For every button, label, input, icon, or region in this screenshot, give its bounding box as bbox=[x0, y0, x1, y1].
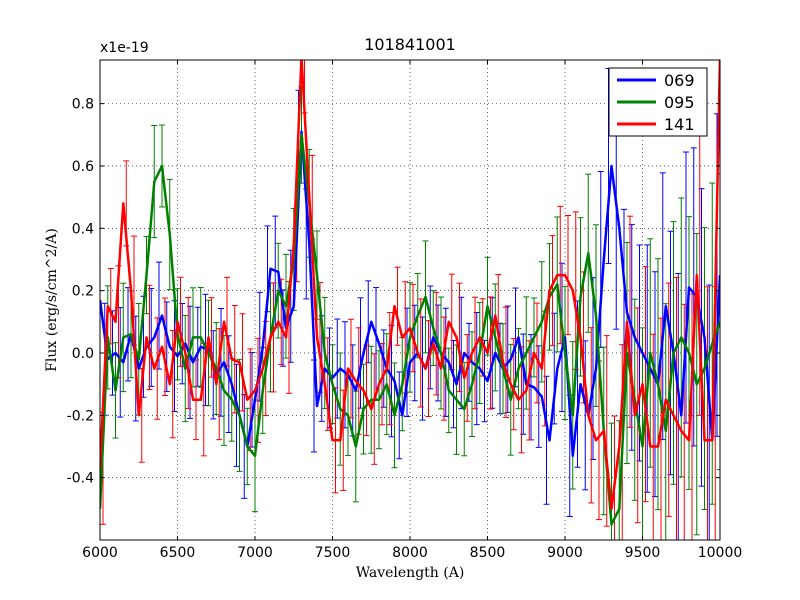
x-tick-label: 9000 bbox=[547, 545, 583, 561]
x-tick-label: 10000 bbox=[698, 545, 743, 561]
y-tick-label: 0.4 bbox=[72, 221, 94, 237]
y-tick-label: 0.6 bbox=[72, 159, 94, 175]
y-tick-label: 0.8 bbox=[72, 97, 94, 113]
x-axis-ticks: 6000 6500 7000 7500 8000 8500 9000 9500 10000 bbox=[82, 60, 742, 561]
y-tick-label: 0.0 bbox=[72, 346, 94, 362]
x-tick-label: 7500 bbox=[315, 545, 351, 561]
y-tick-label: 0.2 bbox=[72, 284, 94, 300]
legend-label-095: 095 bbox=[664, 93, 695, 112]
x-tick-label: 7000 bbox=[237, 545, 273, 561]
y-tick-label: -0.4 bbox=[67, 471, 94, 487]
y-axis-ticks: -0.4 -0.2 0.0 0.2 0.4 0.6 0.8 bbox=[67, 97, 720, 487]
error-bars bbox=[100, 60, 720, 540]
legend-label-141: 141 bbox=[664, 115, 695, 134]
series-line-095 bbox=[100, 133, 720, 526]
data-series bbox=[100, 60, 720, 526]
x-tick-label: 9500 bbox=[625, 545, 661, 561]
x-tick-label: 6500 bbox=[160, 545, 196, 561]
y-axis-label: Flux (erg/s/cm^2/A) bbox=[44, 228, 60, 372]
x-axis-label: Wavelength (A) bbox=[356, 565, 465, 581]
series-line-069 bbox=[100, 130, 720, 458]
legend: 069 095 141 bbox=[608, 67, 708, 137]
legend-label-069: 069 bbox=[664, 71, 695, 90]
y-offset-label: x1e-19 bbox=[100, 40, 149, 56]
series-line-141 bbox=[100, 60, 720, 511]
y-tick-label: -0.2 bbox=[67, 408, 94, 424]
chart-title: 101841001 bbox=[364, 35, 456, 54]
x-tick-label: 8000 bbox=[392, 545, 428, 561]
x-tick-label: 8500 bbox=[470, 545, 506, 561]
x-tick-label: 6000 bbox=[82, 545, 118, 561]
